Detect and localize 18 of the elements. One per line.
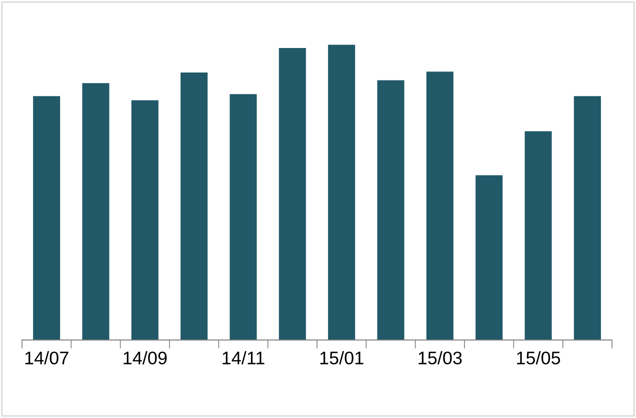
bar [377,80,404,340]
x-tick-label: 14/09 [124,351,167,364]
bar [476,175,503,340]
x-tick-label: 15/01 [320,351,364,364]
x-tick-label: 15/03 [418,351,462,364]
bar [278,48,306,340]
x-tick-label: 14/11 [222,351,264,364]
bar [574,96,601,340]
bar [426,72,454,340]
bar [131,100,158,340]
bar [230,94,257,340]
bar [33,96,60,340]
bar [82,83,110,340]
x-tick-label: 15/05 [517,351,560,364]
x-tick-label: 14/07 [25,351,68,364]
bar [524,131,552,340]
bar [328,44,356,340]
bar [180,72,208,340]
